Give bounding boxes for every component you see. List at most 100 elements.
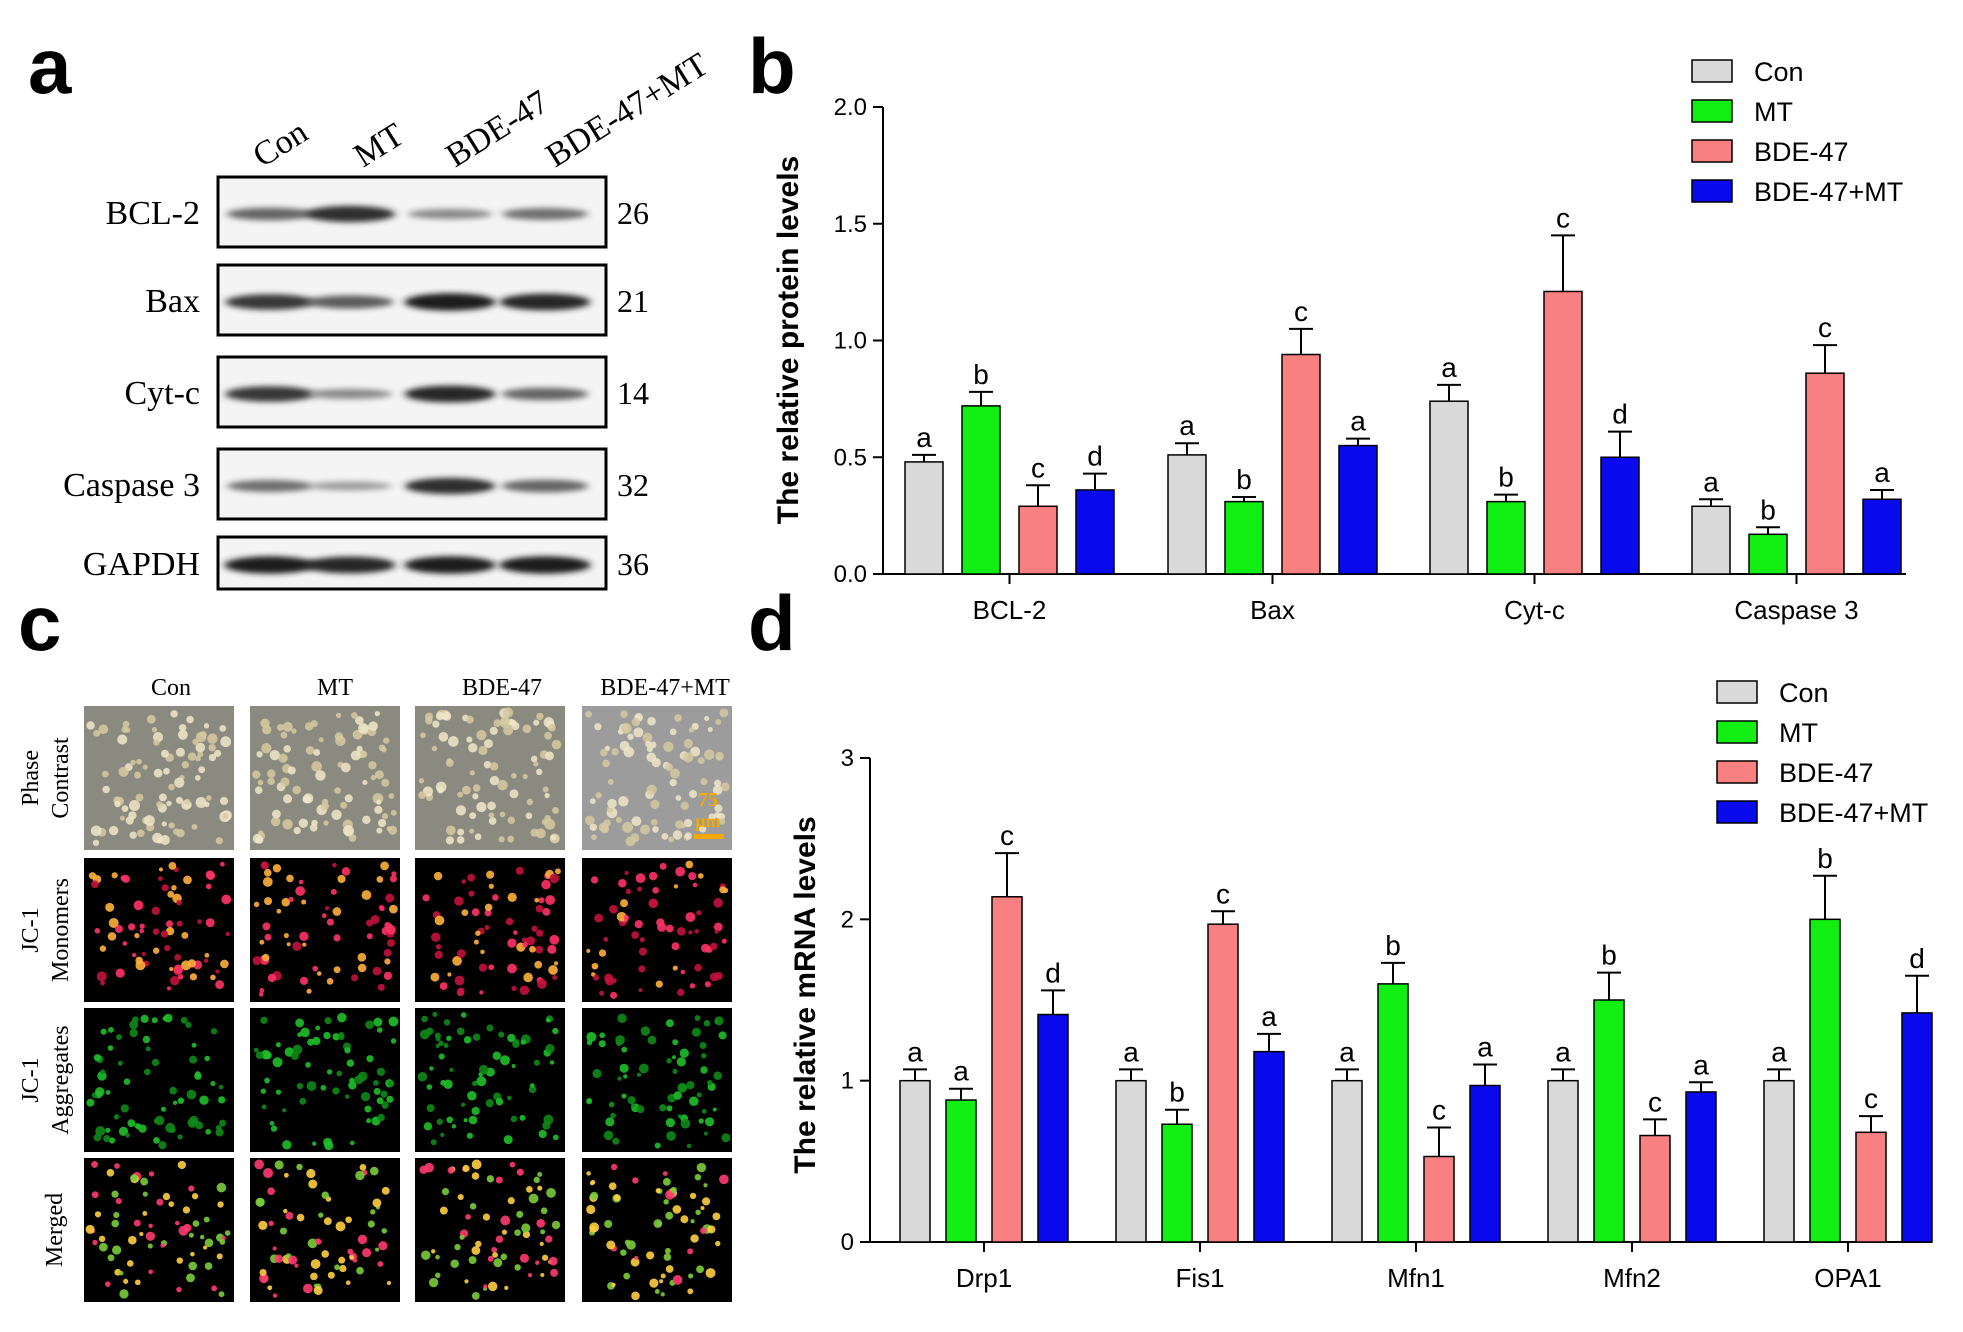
cell-dot [137, 829, 145, 838]
cell-dot [509, 789, 519, 799]
cell-dot [177, 1134, 183, 1140]
cell-dot [714, 804, 723, 813]
cell-dot [381, 778, 390, 787]
cell-dot [484, 925, 490, 931]
cell-dot [696, 1162, 707, 1173]
micrograph-column-label: MT [317, 675, 353, 701]
cell-dot [85, 1224, 95, 1234]
cell-dot [274, 1160, 284, 1170]
cell-dot [369, 1166, 379, 1176]
cell-dot [186, 715, 194, 724]
cell-dot [507, 1033, 516, 1043]
cell-dot [332, 1087, 340, 1095]
cell-dot [356, 745, 363, 752]
x-tick-label: Bax [1250, 595, 1295, 625]
cell-dot [86, 721, 95, 730]
cell-dot [491, 1246, 498, 1253]
cell-dot [617, 1013, 627, 1023]
cell-dot [199, 1234, 205, 1240]
micrograph-column-label: Con [151, 675, 191, 701]
cell-dot [344, 794, 353, 803]
cell-dot [286, 942, 291, 947]
cell-dot [626, 1240, 636, 1250]
cell-dot [206, 871, 216, 880]
cell-dot [144, 815, 155, 826]
cell-dot [620, 1249, 627, 1256]
significance-label: c [1294, 296, 1308, 327]
cell-dot [623, 1272, 631, 1280]
cell-dot [627, 1096, 636, 1105]
cell-dot [701, 1053, 707, 1059]
blot-band [304, 205, 396, 223]
bar [1547, 1079, 1579, 1243]
panel-letter-c: c [18, 579, 61, 667]
cell-dot [146, 714, 156, 724]
cell-dot [151, 1058, 160, 1067]
cell-dot [318, 1212, 324, 1218]
bar [991, 895, 1023, 1243]
cell-dot [638, 965, 646, 973]
cell-dot [631, 717, 641, 727]
cell-dot [514, 1264, 521, 1271]
cell-dot [489, 726, 498, 735]
cell-dot [262, 876, 273, 887]
cell-dot [100, 1069, 106, 1075]
cell-dot [271, 809, 281, 819]
cell-dot [216, 1253, 223, 1260]
cell-dot [627, 733, 634, 740]
cell-dot [469, 828, 475, 834]
cell-dot [218, 1291, 225, 1298]
bar [1543, 290, 1583, 575]
cell-dot [584, 815, 595, 826]
cell-dot [352, 1258, 358, 1263]
cell-dot [448, 736, 459, 747]
cell-dot [634, 1255, 639, 1260]
cell-dot [610, 991, 618, 999]
cell-dot [153, 739, 160, 746]
cell-dot [355, 716, 364, 725]
cell-dot [586, 1171, 591, 1176]
cell-dot [680, 969, 686, 975]
cell-dot [503, 1135, 513, 1145]
cell-dot [461, 909, 469, 917]
cell-dot [388, 1016, 399, 1027]
cell-dot [466, 1132, 473, 1139]
cell-dot [492, 1251, 499, 1258]
cell-dot [687, 1248, 694, 1255]
cell-dot [194, 1072, 202, 1080]
cell-dot [264, 933, 272, 941]
cell-dot [647, 1035, 657, 1045]
cell-dot [659, 862, 667, 870]
cell-dot [431, 932, 441, 942]
y-tick-label: 0.5 [834, 444, 867, 471]
cell-dot [135, 1123, 142, 1130]
cell-dot [115, 968, 125, 978]
cell-dot [605, 1117, 615, 1127]
cell-dot [299, 931, 309, 942]
cell-dot [177, 729, 188, 740]
cell-dot [484, 903, 493, 912]
cell-dot [615, 816, 622, 823]
cell-dot [526, 798, 533, 806]
cell-dot [374, 805, 383, 815]
cell-dot [210, 974, 216, 981]
cell-dot [111, 1190, 119, 1198]
cell-dot [261, 1104, 267, 1110]
cell-dot [129, 800, 140, 811]
cell-dot [545, 895, 556, 905]
cell-dot [435, 1043, 440, 1048]
cell-dot [676, 926, 686, 936]
cell-dot [175, 1220, 180, 1226]
cell-dot [158, 867, 164, 872]
cell-dot [511, 985, 517, 991]
micrograph-tile [415, 1008, 565, 1152]
cell-dot [376, 1067, 386, 1076]
cell-dot [455, 805, 467, 816]
cell-dot [590, 876, 599, 884]
cell-dot [264, 897, 273, 906]
cell-dot [424, 1162, 434, 1173]
cell-dot [526, 1185, 533, 1193]
cell-dot [507, 938, 517, 948]
cell-dot [605, 976, 615, 986]
